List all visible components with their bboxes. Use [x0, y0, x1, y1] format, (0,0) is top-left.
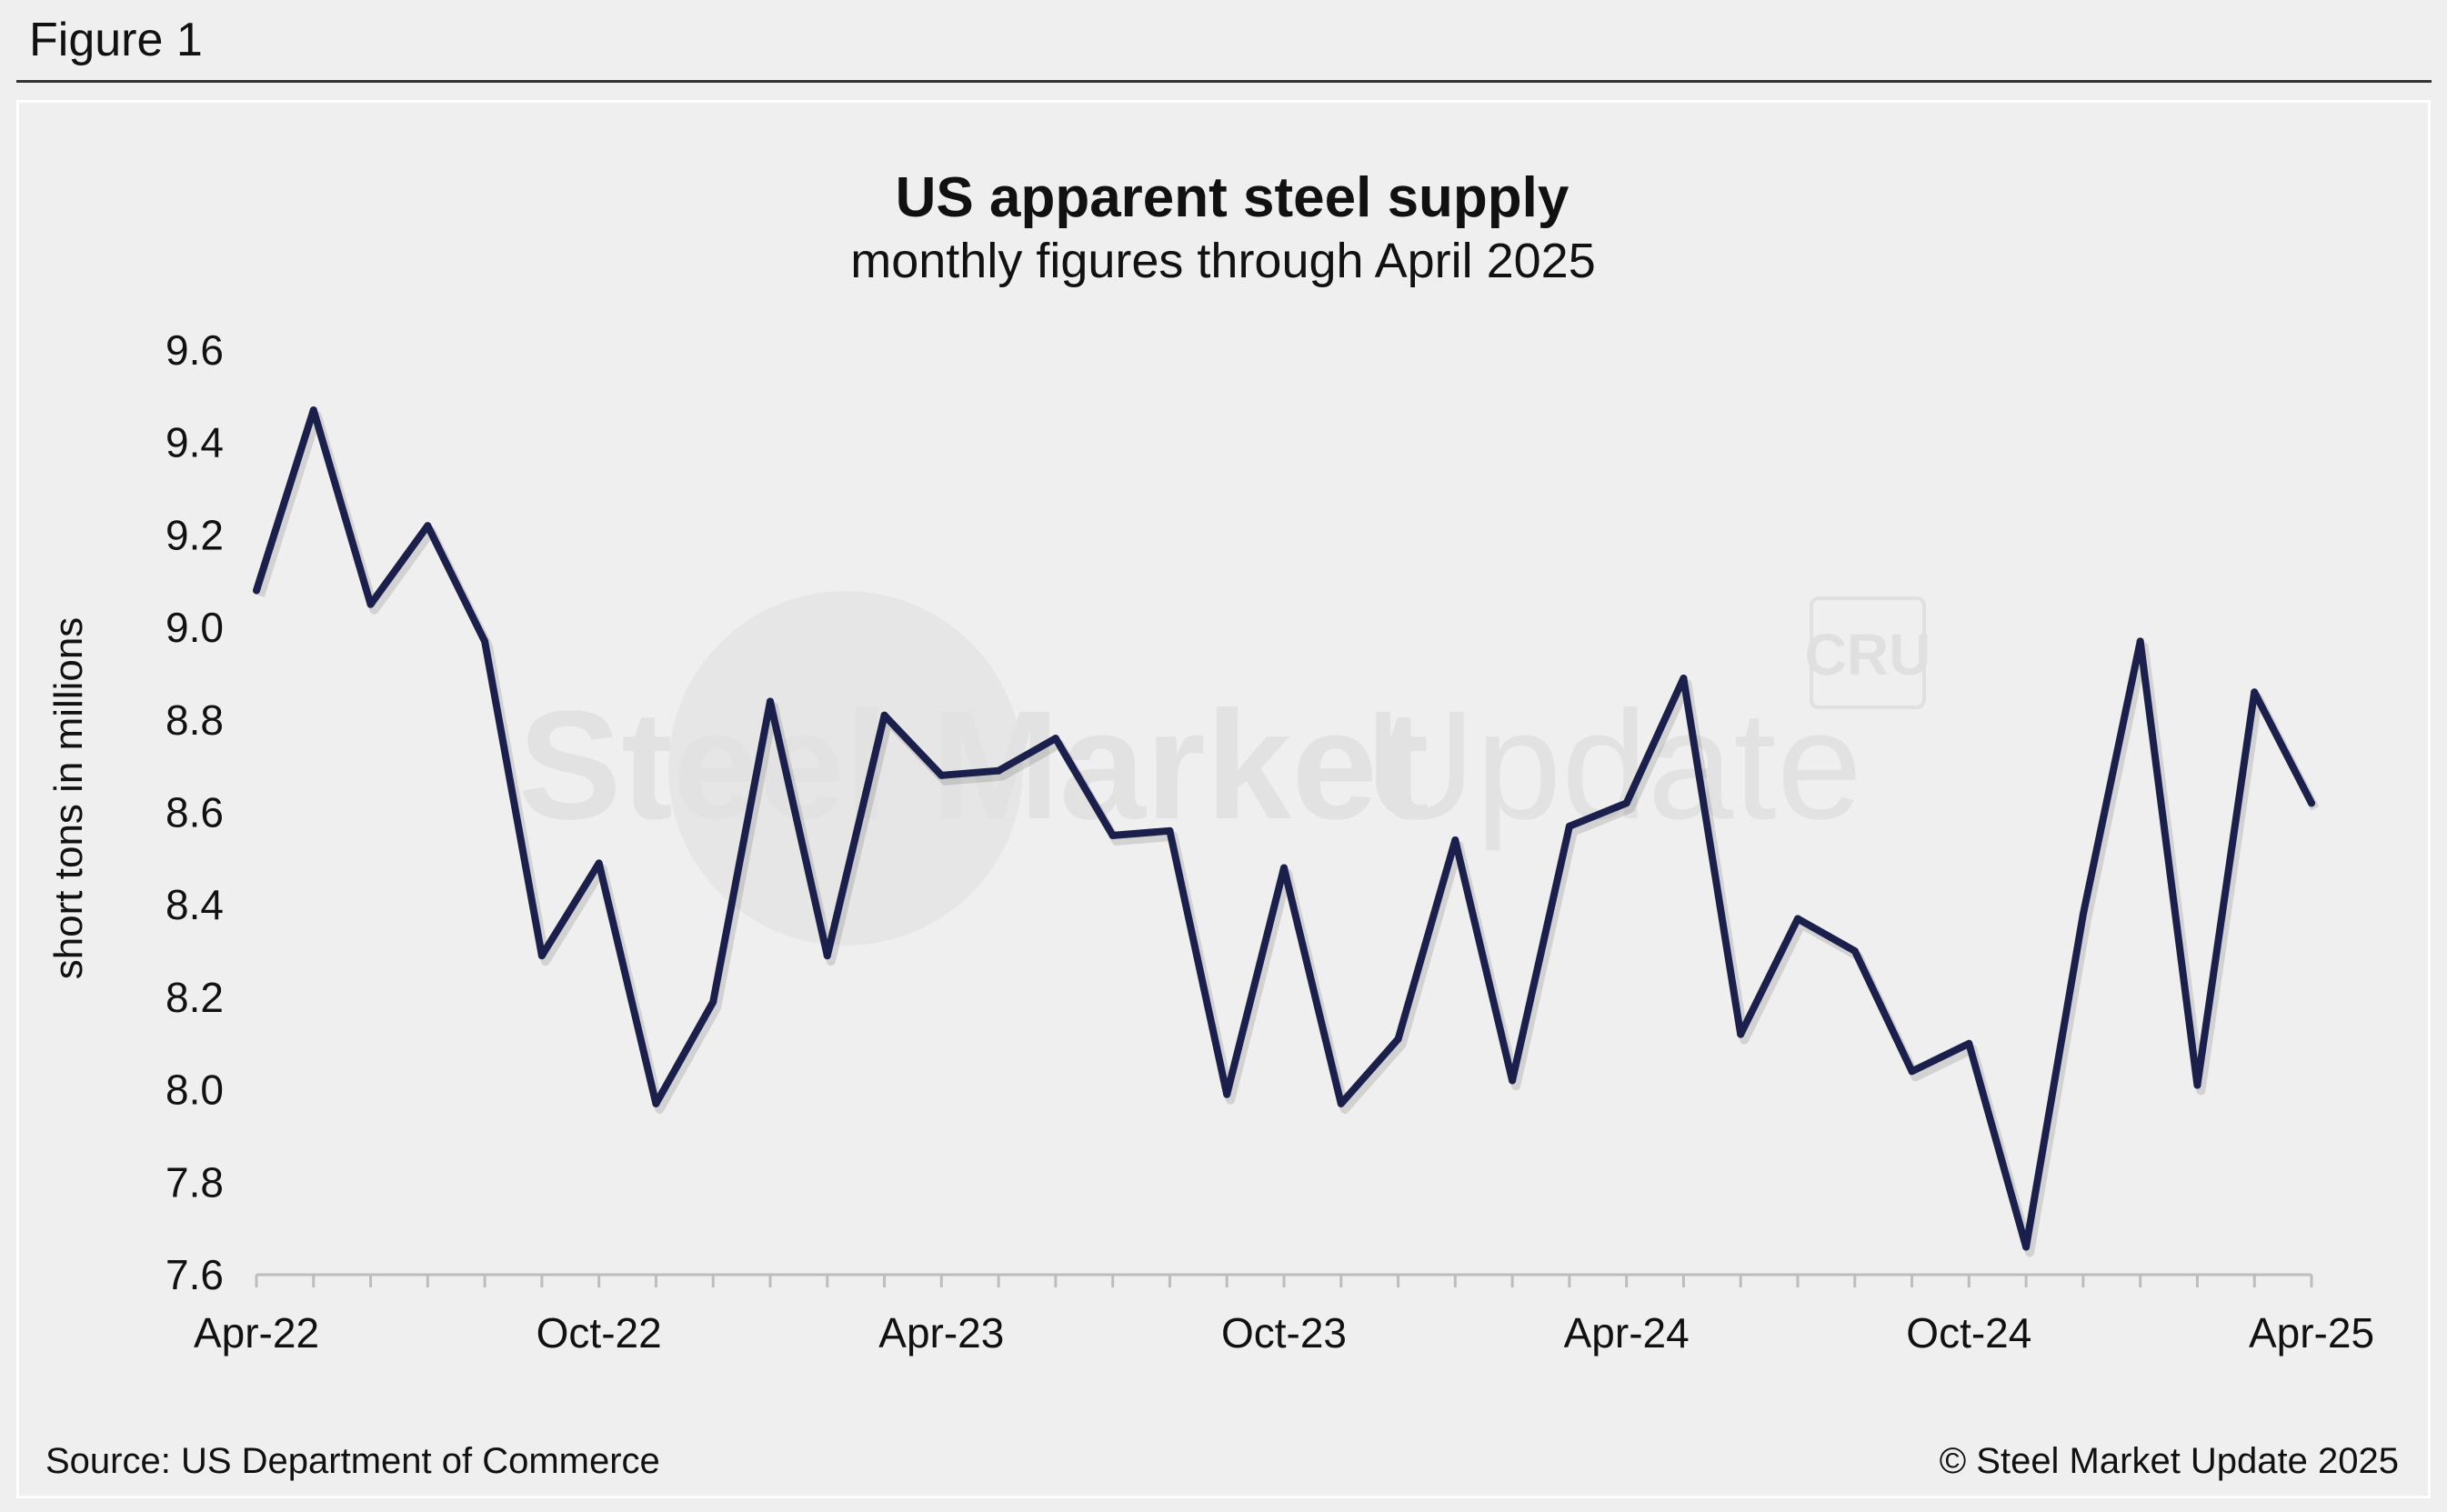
- y-tick-label: 8.4: [165, 881, 224, 928]
- chart-title: US apparent steel supply: [896, 166, 1569, 229]
- data-point: [823, 952, 831, 960]
- data-point: [309, 406, 317, 415]
- data-point: [424, 522, 432, 530]
- y-tick-label: 9.0: [165, 604, 224, 651]
- series-layer: [253, 406, 2320, 1257]
- data-point: [1850, 947, 1859, 956]
- x-tick-label: Oct-23: [1221, 1309, 1347, 1357]
- data-point: [1965, 1039, 1973, 1047]
- data-point: [767, 697, 774, 706]
- data-point: [1337, 1099, 1345, 1107]
- data-point: [938, 771, 946, 779]
- y-tick-label: 9.2: [165, 511, 224, 558]
- x-tick-label: Apr-23: [878, 1309, 1004, 1357]
- x-tick-label: Apr-24: [1564, 1309, 1690, 1357]
- x-tick-label: Oct-24: [1906, 1309, 2031, 1357]
- y-tick-label: 7.6: [165, 1251, 224, 1298]
- data-point: [880, 711, 888, 719]
- data-point: [1280, 864, 1288, 872]
- data-point: [2136, 637, 2144, 646]
- x-tick-label: Apr-25: [2249, 1309, 2374, 1357]
- figure-divider: [16, 80, 2432, 83]
- y-tick-label: 8.6: [165, 789, 224, 836]
- data-point: [1737, 1030, 1745, 1038]
- watermark-badge-text: CRU: [1805, 622, 1931, 687]
- data-point: [2079, 910, 2087, 918]
- y-axis: 9.6 9.4 9.2 9.0 8.8 8.6 8.4 8.2 8.0 7.8 7.6: [165, 326, 224, 1298]
- y-tick-label: 7.8: [165, 1158, 224, 1206]
- data-point: [1451, 836, 1459, 845]
- data-point: [1509, 1076, 1517, 1085]
- data-point: [995, 766, 1003, 775]
- x-axis: Apr-22 Oct-22 Apr-23 Oct-23 Apr-24 Oct-24 Apr-…: [194, 1273, 2374, 1357]
- y-tick-label: 9.6: [165, 326, 224, 374]
- watermark-text-light: Update: [1364, 679, 1862, 852]
- y-tick-label: 9.4: [165, 419, 224, 466]
- data-point: [1108, 831, 1117, 839]
- data-point: [709, 997, 717, 1006]
- chart-panel: [16, 100, 2431, 1498]
- data-point: [2251, 688, 2259, 696]
- y-tick-label: 8.8: [165, 696, 224, 744]
- figure-label: Figure 1: [29, 14, 203, 66]
- copyright-note: © Steel Market Update 2025: [1940, 1441, 2399, 1481]
- watermark-circle: [668, 591, 1023, 946]
- watermark: Steel Market Update CRU: [518, 591, 1931, 946]
- data-point: [2193, 1081, 2201, 1089]
- y-axis-label: short tons in millions: [46, 617, 91, 980]
- data-point: [366, 600, 375, 608]
- data-point: [1794, 915, 1801, 923]
- chart-subtitle: monthly figures through April 2025: [850, 234, 1596, 288]
- data-point: [652, 1099, 660, 1107]
- data-point: [2308, 799, 2315, 807]
- data-point: [595, 859, 603, 867]
- x-tick-label: Apr-22: [194, 1309, 319, 1357]
- data-point: [1166, 826, 1174, 835]
- watermark-text-bold: Steel Market: [518, 679, 1429, 852]
- source-note: Source: US Department of Commerce: [45, 1441, 660, 1481]
- data-point: [2022, 1243, 2031, 1251]
- data-point: [537, 952, 546, 960]
- data-point: [1908, 1067, 1916, 1076]
- y-tick-label: 8.0: [165, 1066, 224, 1114]
- data-point: [1680, 675, 1688, 683]
- data-point: [1394, 1035, 1402, 1043]
- data-point: [481, 637, 489, 646]
- data-point: [1622, 799, 1630, 807]
- data-point: [1223, 1090, 1231, 1098]
- y-tick-label: 8.2: [165, 974, 224, 1021]
- data-point: [253, 586, 260, 595]
- data-point: [1565, 822, 1573, 830]
- data-point: [1051, 735, 1059, 743]
- x-tick-label: Oct-22: [537, 1309, 662, 1357]
- watermark-badge: [1810, 596, 1926, 709]
